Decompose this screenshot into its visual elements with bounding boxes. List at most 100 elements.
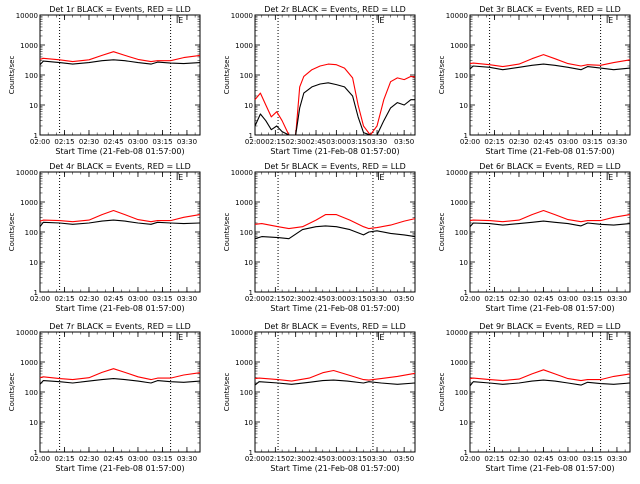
series-line-lld <box>39 209 201 223</box>
panel-title: Det 5r BLACK = Events, RED = LLD <box>264 162 406 171</box>
x-tick-label: 02:15 <box>484 455 504 463</box>
y-tick-label: 1 <box>249 132 253 140</box>
series-line-lld <box>469 369 631 382</box>
detector-panel-9: Det 9r BLACK = Events, RED = LLD 1 10 100 10… <box>438 322 631 473</box>
x-axis-label: Start Time (21-Feb-08 01:57:00) <box>270 464 399 473</box>
panel-title: Det 8r BLACK = Events, RED = LLD <box>264 322 406 331</box>
y-tick-label: 1 <box>249 449 253 457</box>
x-tick-label: 02:45 <box>103 455 123 463</box>
detector-panel-7: Det 7r BLACK = Events, RED = LLD 1 10 100 10… <box>8 322 201 473</box>
x-tick-label: 02:30 <box>79 138 99 146</box>
panel-title: Det 2r BLACK = Events, RED = LLD <box>264 5 406 14</box>
y-tick-label: 1000 <box>235 359 253 367</box>
x-axis-label: Start Time (21-Feb-08 01:57:00) <box>55 464 184 473</box>
y-tick-label: 10 <box>244 419 253 427</box>
y-tick-label: 10000 <box>446 169 468 177</box>
plot-frame <box>254 171 416 293</box>
x-tick-label: 02:15 <box>54 455 74 463</box>
y-tick-label: 1000 <box>450 199 468 207</box>
y-tick-label: 1000 <box>20 359 38 367</box>
detector-panel-8: Det 8r BLACK = Events, RED = LLD 1 10 100 10… <box>223 322 416 473</box>
series-line-events <box>469 379 631 387</box>
plot-frame <box>469 14 631 136</box>
series-line-events <box>39 219 201 228</box>
x-tick-label: 02:30 <box>286 455 306 463</box>
marker-label: E <box>379 173 384 182</box>
y-tick-label: 10 <box>29 259 38 267</box>
x-tick-label: 03:50 <box>394 455 414 463</box>
x-tick-label: 03:15 <box>152 295 172 303</box>
panel-title: Det 3r BLACK = Events, RED = LLD <box>479 5 621 14</box>
x-tick-label: 02:30 <box>509 138 529 146</box>
plot-frame <box>254 14 416 136</box>
y-tick-label: 100 <box>455 72 468 80</box>
x-tick-label: 02:45 <box>103 295 123 303</box>
x-axis-label: Start Time (21-Feb-08 01:57:00) <box>270 304 399 313</box>
y-axis-label: Counts/sec <box>223 373 231 412</box>
y-tick-label: 100 <box>455 229 468 237</box>
series-line-lld <box>254 214 416 230</box>
y-tick-label: 100 <box>25 389 38 397</box>
x-tick-label: 02:45 <box>306 455 326 463</box>
x-tick-label: 02:45 <box>103 138 123 146</box>
detector-panel-1: Det 1r BLACK = Events, RED = LLD 1 10 100 10… <box>8 5 201 156</box>
x-axis-label: Start Time (21-Feb-08 01:57:00) <box>485 147 614 156</box>
x-tick-label: 02:15 <box>54 138 74 146</box>
x-tick-label: 02:00 <box>30 138 50 146</box>
x-tick-label: 02:00 <box>460 138 480 146</box>
x-tick-label: 03:15 <box>347 455 367 463</box>
y-tick-label: 10000 <box>16 329 38 337</box>
y-tick-label: 10 <box>244 102 253 110</box>
x-tick-label: 02:30 <box>509 295 529 303</box>
plot-frame <box>39 171 201 293</box>
y-tick-label: 10000 <box>446 329 468 337</box>
y-tick-label: 100 <box>455 389 468 397</box>
x-tick-label: 03:15 <box>152 138 172 146</box>
x-tick-label: 03:50 <box>394 138 414 146</box>
x-tick-label: 02:00 <box>460 455 480 463</box>
x-tick-label: 02:45 <box>533 138 553 146</box>
y-tick-label: 100 <box>240 72 253 80</box>
series-line-events <box>39 378 201 385</box>
y-axis-label: Counts/sec <box>223 56 231 95</box>
y-axis-label: Counts/sec <box>8 373 16 412</box>
x-tick-label: 03:00 <box>326 295 346 303</box>
series-line-lld <box>469 54 631 68</box>
detector-panel-4: Det 4r BLACK = Events, RED = LLD 1 10 100 10… <box>8 162 201 313</box>
marker-label: E <box>178 16 183 25</box>
x-tick-label: 02:30 <box>79 455 99 463</box>
y-tick-label: 1 <box>34 449 38 457</box>
y-tick-label: 1000 <box>235 42 253 50</box>
y-tick-label: 10 <box>459 419 468 427</box>
x-tick-label: 02:15 <box>484 138 504 146</box>
y-tick-label: 100 <box>25 72 38 80</box>
y-axis-label: Counts/sec <box>438 373 446 412</box>
series-line-events <box>254 379 416 386</box>
x-tick-label: 02:00 <box>30 455 50 463</box>
series-line-events <box>469 220 631 228</box>
marker-label: E <box>178 173 183 182</box>
y-tick-label: 10 <box>29 102 38 110</box>
y-tick-label: 10000 <box>231 169 253 177</box>
plot-frame <box>254 331 416 453</box>
x-axis-label: Start Time (21-Feb-08 01:57:00) <box>55 304 184 313</box>
y-tick-label: 10 <box>29 419 38 427</box>
plot-frame <box>39 14 201 136</box>
x-tick-label: 02:30 <box>286 138 306 146</box>
y-tick-label: 1000 <box>235 199 253 207</box>
y-tick-label: 10000 <box>231 12 253 20</box>
x-tick-label: 02:45 <box>306 138 326 146</box>
x-tick-label: 02:45 <box>533 455 553 463</box>
y-axis-label: Counts/sec <box>438 213 446 252</box>
y-axis-label: Counts/sec <box>223 213 231 252</box>
x-tick-label: 02:00 <box>245 138 265 146</box>
y-tick-label: 1 <box>34 132 38 140</box>
y-tick-label: 1 <box>34 289 38 297</box>
x-tick-label: 02:00 <box>245 455 265 463</box>
y-tick-label: 10 <box>244 259 253 267</box>
series-line-lld <box>254 63 416 136</box>
x-tick-label: 03:00 <box>128 295 148 303</box>
y-tick-label: 10000 <box>16 12 38 20</box>
